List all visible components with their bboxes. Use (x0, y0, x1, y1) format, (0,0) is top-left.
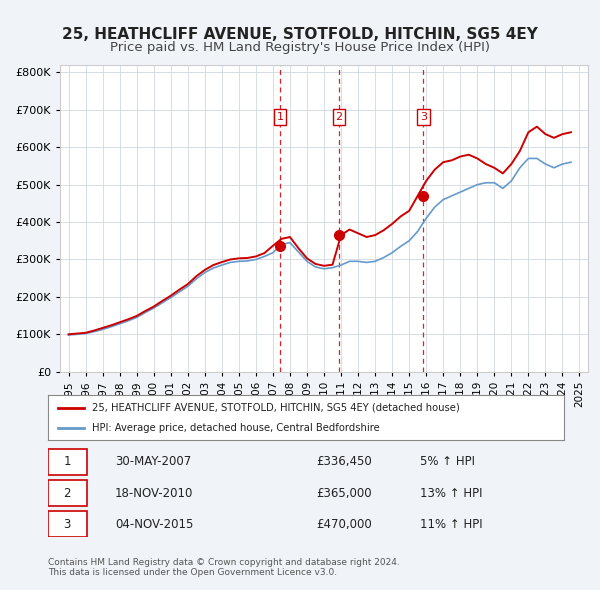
FancyBboxPatch shape (48, 480, 86, 506)
Text: 1: 1 (277, 112, 283, 122)
Text: 1: 1 (64, 455, 71, 468)
Text: 25, HEATHCLIFF AVENUE, STOTFOLD, HITCHIN, SG5 4EY: 25, HEATHCLIFF AVENUE, STOTFOLD, HITCHIN… (62, 27, 538, 41)
Text: 11% ↑ HPI: 11% ↑ HPI (419, 517, 482, 530)
Text: HPI: Average price, detached house, Central Bedfordshire: HPI: Average price, detached house, Cent… (92, 424, 380, 434)
Text: Contains HM Land Registry data © Crown copyright and database right 2024.
This d: Contains HM Land Registry data © Crown c… (48, 558, 400, 577)
Text: 30-MAY-2007: 30-MAY-2007 (115, 455, 191, 468)
Text: £336,450: £336,450 (316, 455, 372, 468)
Text: 2: 2 (335, 112, 343, 122)
Text: £470,000: £470,000 (316, 517, 372, 530)
Text: 25, HEATHCLIFF AVENUE, STOTFOLD, HITCHIN, SG5 4EY (detached house): 25, HEATHCLIFF AVENUE, STOTFOLD, HITCHIN… (92, 403, 460, 412)
Text: 5% ↑ HPI: 5% ↑ HPI (419, 455, 475, 468)
Text: Price paid vs. HM Land Registry's House Price Index (HPI): Price paid vs. HM Land Registry's House … (110, 41, 490, 54)
Text: 2: 2 (64, 487, 71, 500)
Text: 04-NOV-2015: 04-NOV-2015 (115, 517, 193, 530)
Text: 3: 3 (64, 517, 71, 530)
Text: 3: 3 (420, 112, 427, 122)
FancyBboxPatch shape (48, 449, 86, 475)
FancyBboxPatch shape (48, 512, 86, 537)
Text: £365,000: £365,000 (316, 487, 372, 500)
Text: 18-NOV-2010: 18-NOV-2010 (115, 487, 193, 500)
Text: 13% ↑ HPI: 13% ↑ HPI (419, 487, 482, 500)
